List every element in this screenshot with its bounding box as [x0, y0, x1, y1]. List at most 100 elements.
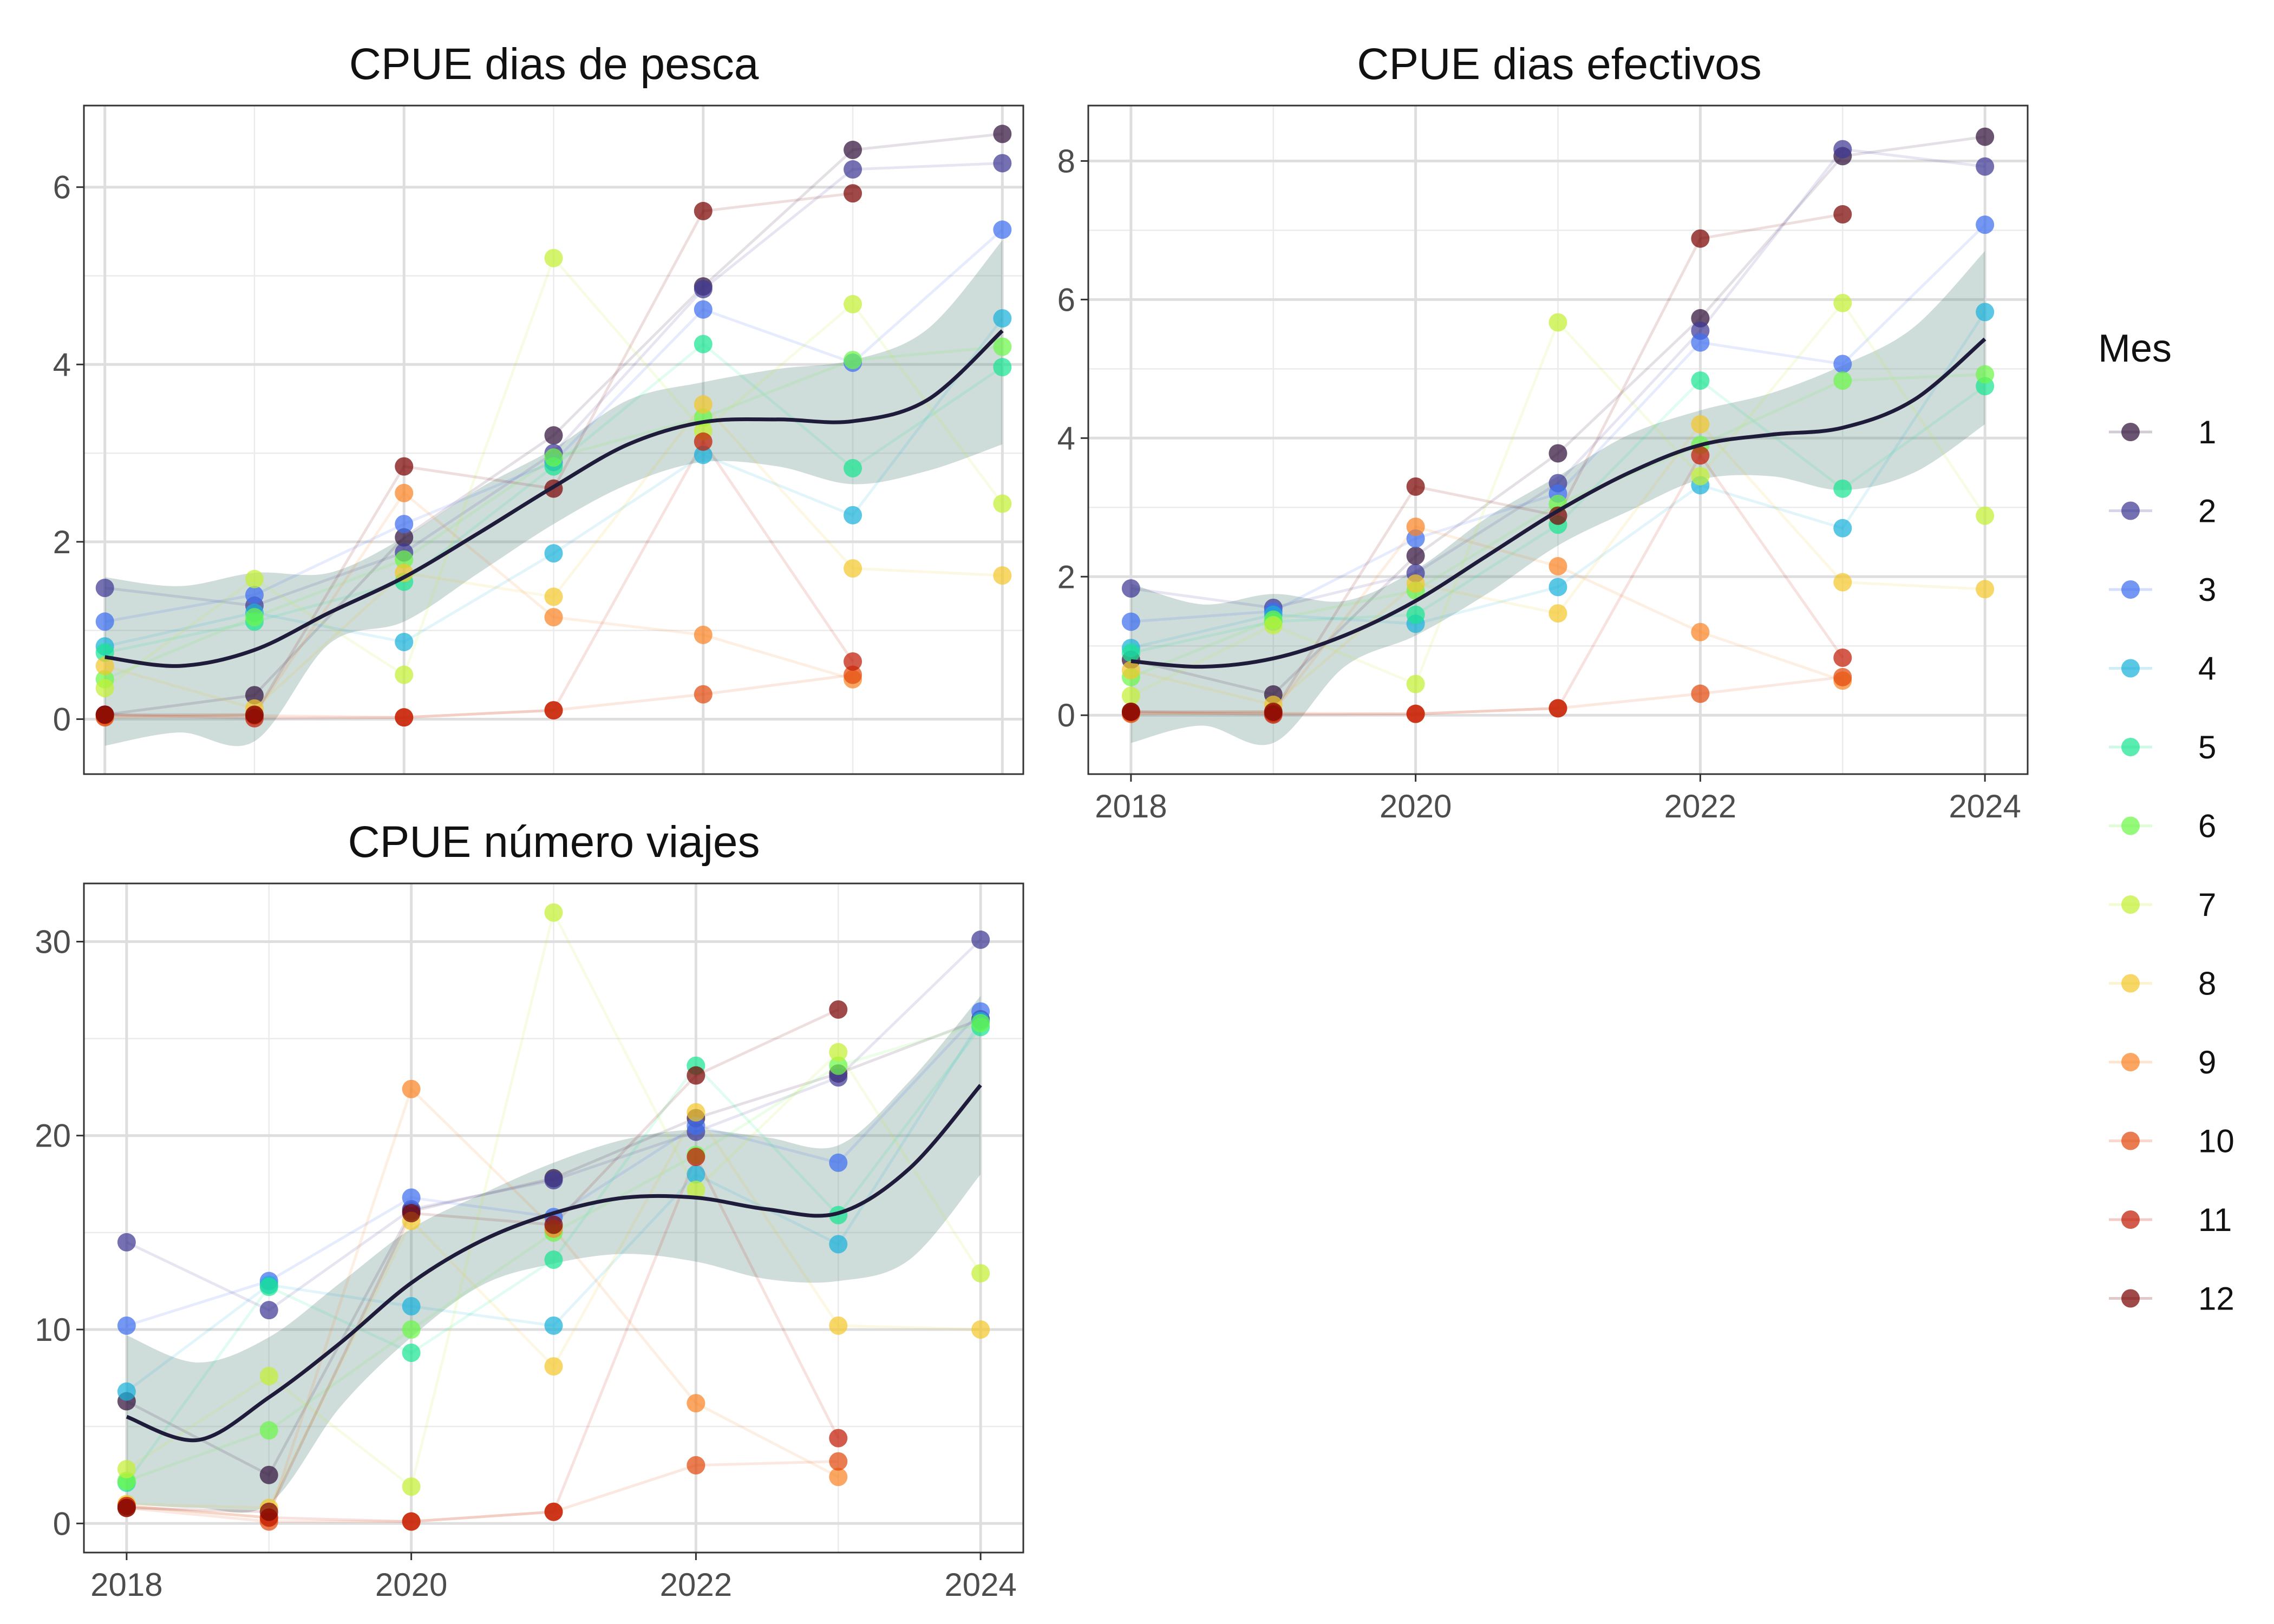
- data-point-mes-2: [259, 1301, 278, 1320]
- data-point-mes-10: [1833, 667, 1852, 686]
- data-point-mes-4: [544, 544, 563, 563]
- panel-border: [83, 882, 1024, 1554]
- data-point-mes-7: [829, 1043, 848, 1062]
- data-point-mes-1: [1976, 127, 1995, 146]
- data-point-mes-7: [1691, 467, 1710, 486]
- data-point-mes-11: [1691, 446, 1710, 465]
- data-point-mes-8: [829, 1316, 848, 1335]
- data-point-mes-2: [1121, 579, 1140, 598]
- data-point-mes-3: [1976, 215, 1995, 234]
- series-line-mes-9: [126, 1086, 839, 1520]
- series-line-mes-10: [126, 1460, 839, 1523]
- legend-key-point: [2121, 1289, 2140, 1308]
- data-point-mes-11: [395, 708, 414, 727]
- data-point-mes-8: [694, 395, 713, 414]
- legend-label: 7: [2198, 887, 2216, 923]
- data-point-mes-8: [971, 1320, 990, 1339]
- legend-key-point: [2121, 1053, 2140, 1071]
- series-line-mes-10: [1131, 676, 1843, 716]
- legend-item-mes-3: 3: [2109, 572, 2216, 608]
- data-point-mes-7: [544, 248, 563, 267]
- legend-key-point: [2121, 580, 2140, 599]
- data-point-mes-9: [544, 608, 563, 627]
- data-point-mes-12: [95, 705, 114, 724]
- data-point-mes-8: [1121, 661, 1140, 680]
- data-point-mes-7: [1264, 615, 1283, 634]
- series-line-mes-12: [1131, 213, 1843, 713]
- data-point-mes-7: [1406, 675, 1425, 693]
- x-tick-label: 2024: [944, 1567, 1016, 1603]
- data-point-mes-7: [971, 1264, 990, 1283]
- data-point-mes-6: [1976, 365, 1995, 384]
- data-point-mes-9: [395, 483, 414, 502]
- data-point-mes-3: [687, 1116, 705, 1135]
- data-point-mes-12: [687, 1066, 705, 1085]
- data-point-mes-12: [1691, 229, 1710, 248]
- data-point-mes-11: [844, 652, 862, 671]
- series-line-mes-12: [126, 1008, 839, 1514]
- data-point-mes-11: [544, 1502, 563, 1521]
- smooth-trend-line: [126, 1084, 982, 1443]
- data-point-mes-9: [1548, 557, 1567, 576]
- data-point-mes-4: [687, 1165, 705, 1184]
- data-point-mes-10: [844, 665, 862, 684]
- legend-label: 4: [2198, 651, 2216, 687]
- x-tick-label: 2024: [1949, 788, 2021, 824]
- legend-label: 3: [2198, 572, 2216, 608]
- data-point-mes-8: [395, 564, 414, 582]
- data-point-mes-12: [844, 184, 862, 203]
- data-point-mes-8: [1976, 580, 1995, 599]
- data-point-mes-3: [694, 300, 713, 319]
- data-point-mes-8: [687, 1103, 705, 1122]
- data-point-mes-9: [687, 1394, 705, 1413]
- y-tick-label: 6: [53, 169, 71, 206]
- data-point-mes-10: [1691, 684, 1710, 703]
- data-point-mes-12: [245, 705, 264, 724]
- series-line-mes-9: [1131, 525, 1844, 715]
- data-point-mes-6: [395, 550, 414, 569]
- legend-key-point: [2121, 974, 2140, 993]
- data-point-mes-2: [694, 280, 713, 299]
- y-tick-label: 20: [35, 1118, 71, 1154]
- panel-title: CPUE dias efectivos: [1357, 40, 1761, 89]
- legend-item-mes-9: 9: [2109, 1044, 2216, 1081]
- x-tick-label: 2018: [1095, 788, 1167, 824]
- data-point-mes-4: [1976, 303, 1995, 322]
- data-point-mes-5: [1691, 371, 1710, 390]
- data-point-mes-3: [245, 586, 264, 605]
- legend-item-mes-7: 7: [2109, 887, 2216, 923]
- legend-label: 6: [2198, 808, 2216, 844]
- data-point-mes-1: [395, 528, 414, 547]
- y-tick-label: 8: [1057, 143, 1075, 179]
- data-point-mes-7: [1548, 313, 1567, 332]
- data-point-mes-6: [402, 1320, 421, 1339]
- data-point-mes-6: [971, 1013, 990, 1032]
- data-point-mes-1: [993, 125, 1012, 143]
- panel-cpue-numero-viajes: CPUE número viajes 0 10 20 30 2018 2020 2022 20…: [35, 817, 1024, 1603]
- data-point-mes-12: [694, 201, 713, 220]
- data-point-mes-9: [402, 1079, 421, 1098]
- data-point-mes-6: [1833, 371, 1852, 390]
- data-point-mes-4: [829, 1235, 848, 1254]
- data-point-mes-12: [117, 1498, 136, 1517]
- data-point-mes-10: [829, 1452, 848, 1471]
- series-line-mes-10: [104, 673, 853, 719]
- smooth-trend-line: [1131, 337, 1987, 669]
- data-point-mes-2: [1976, 157, 1995, 176]
- legend-label: 8: [2198, 966, 2216, 1002]
- x-tick-label: 2020: [1380, 788, 1452, 824]
- y-tick-label: 2: [1057, 559, 1075, 595]
- data-point-mes-6: [829, 1056, 848, 1075]
- x-tick-label: 2022: [1664, 788, 1736, 824]
- data-point-mes-7: [1833, 293, 1852, 312]
- data-point-mes-2: [95, 579, 114, 598]
- data-point-mes-1: [544, 426, 563, 445]
- data-point-mes-3: [1833, 355, 1852, 374]
- legend-label: 12: [2198, 1281, 2234, 1317]
- data-point-mes-10: [687, 1456, 705, 1475]
- data-point-mes-8: [1548, 604, 1567, 623]
- data-point-mes-11: [694, 432, 713, 451]
- series-line-mes-9: [104, 491, 853, 718]
- data-point-mes-7: [993, 494, 1012, 513]
